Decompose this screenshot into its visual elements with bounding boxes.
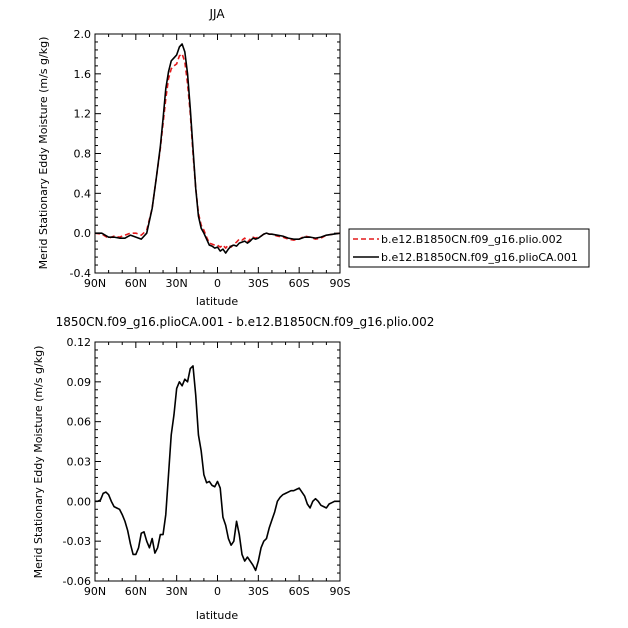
bottom-chart-xtick-label: 60S <box>289 585 310 598</box>
top-chart-ytick-label: 2.0 <box>74 28 92 41</box>
top-chart-ytick-label: 1.6 <box>74 68 92 81</box>
bottom-chart-xtick-label: 60N <box>125 585 147 598</box>
bottom-chart-xtick-label: 90S <box>330 585 351 598</box>
bottom-chart-xtick-label: 30S <box>248 585 269 598</box>
bottom-chart-ytick-label: -0.03 <box>63 535 91 548</box>
bottom-chart-ytick-label: -0.06 <box>63 575 91 588</box>
legend: b.e12.B1850CN.f09_g16.plio.002 b.e12.B185… <box>348 228 590 268</box>
top-chart-ytick-label: -0.4 <box>70 267 91 280</box>
bottom-chart-ytick-label: 0.03 <box>67 456 92 469</box>
bottom-chart-ytick-label: 0.12 <box>67 336 92 349</box>
bottom-chart-ytick-label: 0.00 <box>67 495 92 508</box>
bottom-chart-frame <box>94 341 341 582</box>
legend-label-0: b.e12.B1850CN.f09_g16.plio.002 <box>381 233 563 246</box>
top-chart-ytick-label: 1.2 <box>74 108 92 121</box>
bottom-chart-title: 1850CN.f09_g16.plioCA.001 - b.e12.B1850C… <box>56 315 435 329</box>
bottom-chart-xtick-label: 30N <box>166 585 188 598</box>
bottom-chart-xlabel: latitude <box>196 609 238 622</box>
top-chart-series-1-line <box>95 43 341 254</box>
top-chart-ytick-label: 0.8 <box>74 148 92 161</box>
top-chart-plot: 90N 60N 30N 0 30S 60S 90S -0.4 0.0 0.4 0.8 1.2 1.6 2.… <box>70 28 351 290</box>
legend-label-1: b.e12.B1850CN.f09_g16.plioCA.001 <box>381 251 578 264</box>
top-chart-ytick-label: 0.0 <box>74 227 92 240</box>
bottom-chart-series-0-line <box>95 365 340 572</box>
top-chart-title: JJA <box>208 7 225 21</box>
top-chart-xtick-label: 30S <box>248 277 269 290</box>
top-chart-xtick-label: 60N <box>125 277 147 290</box>
top-chart-xtick-label: 90S <box>330 277 351 290</box>
bottom-chart-ytick-label: 0.06 <box>67 416 92 429</box>
bottom-chart-xtick-label: 90N <box>84 585 106 598</box>
bottom-chart-ylabel: Merid Stationary Eddy Moisture (m/s g/kg… <box>32 346 45 579</box>
top-chart-xtick-label: 90N <box>84 277 106 290</box>
top-chart-series-0-line <box>94 53 341 249</box>
top-chart-ylabel: Merid Stationary Eddy Moisture (m/s g/kg… <box>37 37 50 270</box>
top-chart-xtick-label: 0 <box>214 277 221 290</box>
top-chart-ytick-label: 0.4 <box>74 187 92 200</box>
bottom-chart-ytick-label: 0.09 <box>67 376 92 389</box>
bottom-chart-xtick-label: 0 <box>214 585 221 598</box>
top-chart-xlabel: latitude <box>196 295 238 308</box>
bottom-chart-plot: 90N 60N 30N 0 30S 60S 90S -0.06 -0.03 0.00 0.03 0.0… <box>63 336 351 598</box>
top-chart-xtick-label: 30N <box>166 277 188 290</box>
top-chart-xtick-label: 60S <box>289 277 310 290</box>
legend-box <box>348 228 590 268</box>
